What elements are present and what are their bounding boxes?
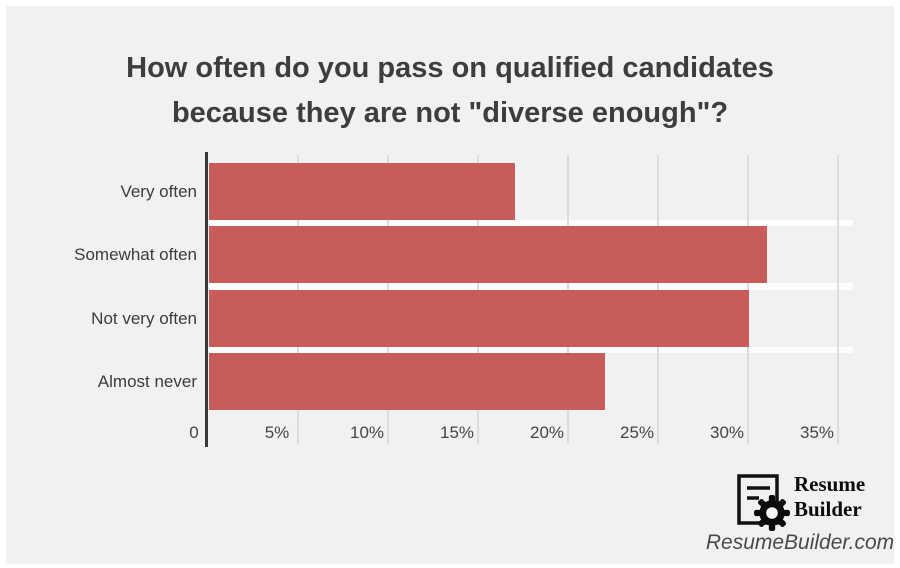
x-tick-label: 10% [349, 423, 385, 442]
x-tick-label: 0 [189, 423, 199, 442]
x-tick-label: 20% [529, 423, 565, 442]
bar-not-very-often [209, 290, 749, 347]
row-separator [208, 347, 853, 353]
category-label: Somewhat often [74, 244, 197, 264]
x-tick-label: 25% [619, 423, 655, 442]
bar-somewhat-often [209, 226, 767, 283]
site-url-text: ResumeBuilder.com [705, 531, 895, 554]
y-axis-line [205, 152, 208, 447]
logo-wordmark: Resume Builder [794, 472, 865, 522]
row-separator [208, 283, 853, 290]
x-gridline [837, 155, 839, 444]
gear-icon [754, 495, 790, 531]
x-tick-label: 35% [799, 423, 835, 442]
x-tick-label: 30% [709, 423, 745, 442]
category-label: Not very often [91, 308, 197, 328]
x-tick-label: 15% [439, 423, 475, 442]
x-tick-label: 5% [264, 423, 290, 442]
chart-title-line1: How often do you pass on qualified candi… [126, 52, 774, 84]
bar-almost-never [209, 353, 605, 410]
row-separator [208, 220, 853, 226]
logo-word-resume: Resume [794, 472, 866, 496]
logo-word-builder: Builder [794, 497, 862, 521]
category-label: Very often [120, 181, 197, 201]
category-label: Almost never [97, 371, 197, 391]
bar-very-often [209, 163, 515, 220]
chart-title: How often do you pass on qualified candi… [0, 46, 900, 136]
resume-builder-logo: Resume Builder [731, 466, 891, 531]
chart-title-line2: because they are not "diverse enough"? [171, 97, 729, 129]
plot-area: 0 5% 10% 15% 20% 25% 30% 35% Very often Somewhat … [74, 152, 859, 447]
